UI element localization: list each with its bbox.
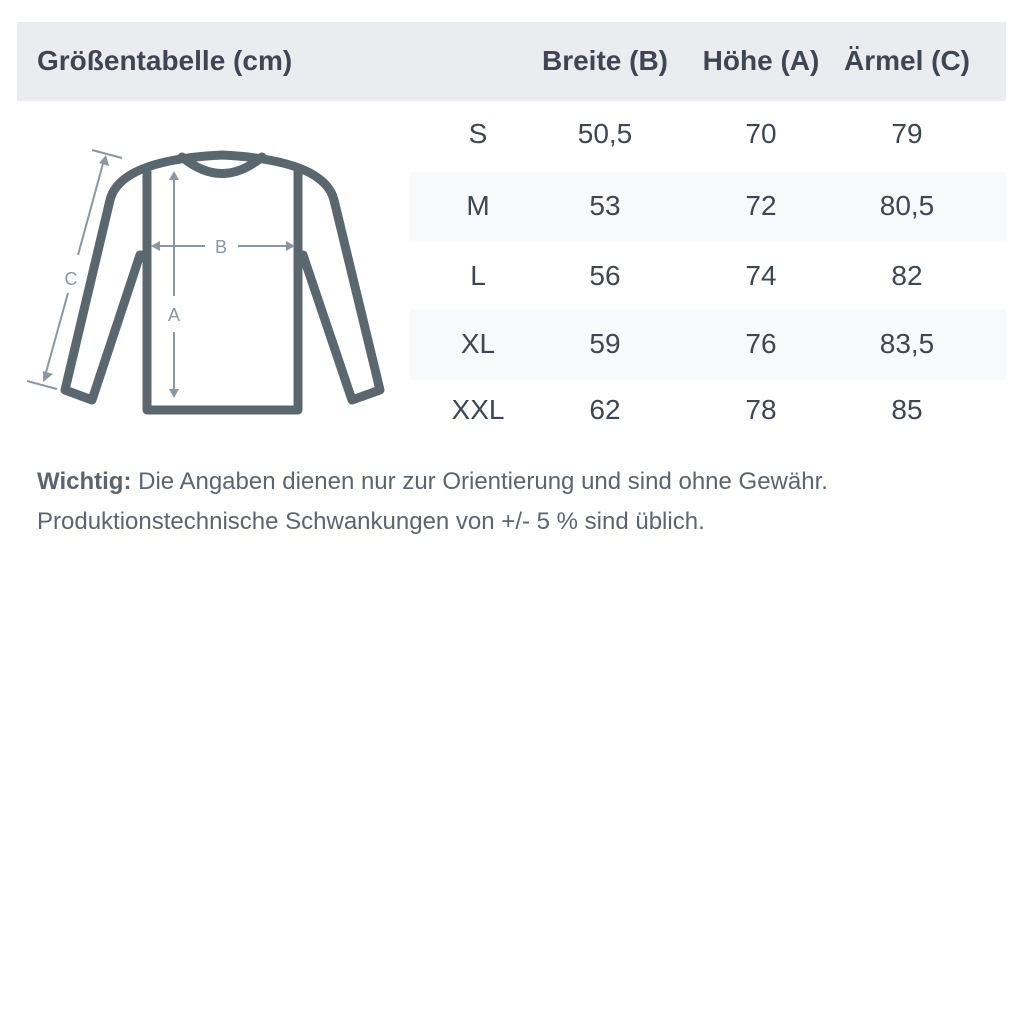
column-header-width: Breite (B) xyxy=(541,45,669,76)
measure-c-tick-bottom xyxy=(26,380,58,390)
table-cell: 82 xyxy=(891,260,923,291)
table-cell: 74 xyxy=(745,260,777,291)
sweatshirt-icon xyxy=(60,150,385,415)
column-header-sleeve: Ärmel (C) xyxy=(843,45,971,76)
label-c: C xyxy=(65,269,78,289)
row-stripe xyxy=(410,310,1006,380)
disclaimer-note: Wichtig: Die Angaben dienen nur zur Orie… xyxy=(37,462,828,542)
table-cell: 85 xyxy=(891,394,923,425)
measure-c-line-bottom xyxy=(44,292,69,377)
size-label: XXL xyxy=(451,394,505,425)
table-cell: 50,5 xyxy=(577,118,633,149)
page-title: Größentabelle (cm) xyxy=(37,45,293,76)
row-stripe xyxy=(410,172,1006,241)
table-cell: 79 xyxy=(891,118,923,149)
size-label: L xyxy=(470,260,486,291)
label-a: A xyxy=(168,305,180,325)
size-label: S xyxy=(468,118,488,149)
table-cell: 76 xyxy=(745,328,777,359)
table-cell: 83,5 xyxy=(879,328,935,359)
measurement-lines xyxy=(26,149,295,398)
table-cell: 80,5 xyxy=(879,190,935,221)
table-cell: 72 xyxy=(745,190,777,221)
measure-c-tick-top xyxy=(91,149,123,159)
table-cell: 53 xyxy=(589,190,621,221)
table-header-band xyxy=(17,22,1006,101)
measure-c-line-top xyxy=(77,159,105,256)
table-cell: 62 xyxy=(589,394,621,425)
sweatshirt-diagram: A B C xyxy=(26,149,385,415)
table-cell: 78 xyxy=(745,394,777,425)
table-cell: 70 xyxy=(745,118,777,149)
column-header-height: Höhe (A) xyxy=(702,45,820,76)
table-cell: 56 xyxy=(589,260,621,291)
label-b: B xyxy=(215,237,227,257)
size-label: XL xyxy=(460,328,496,359)
note-line2: Produktionstechnische Schwankungen von +… xyxy=(37,508,705,535)
table-cell: 59 xyxy=(589,328,621,359)
note-bold: Wichtig: xyxy=(37,468,132,495)
size-label: M xyxy=(466,190,490,221)
note-line1: Die Angaben dienen nur zur Orientierung … xyxy=(131,468,828,495)
